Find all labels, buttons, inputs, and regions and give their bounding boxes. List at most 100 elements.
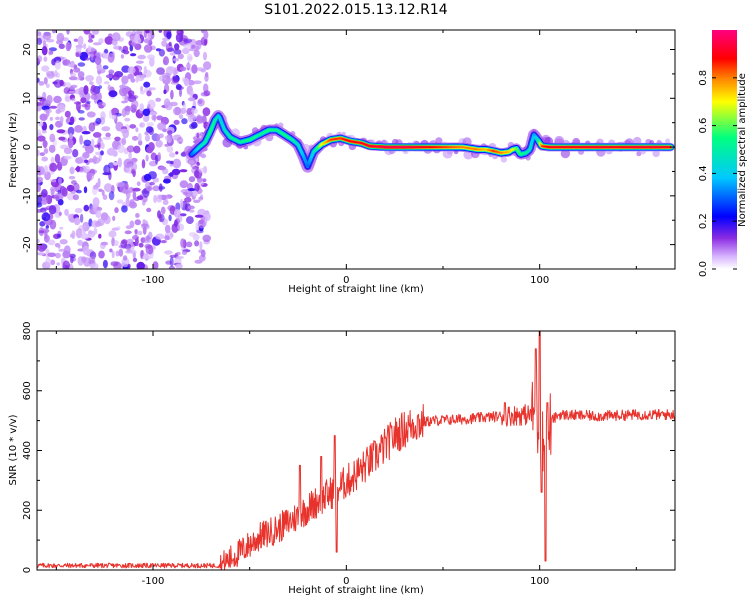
noise-blob [77,240,83,246]
noise-blob [140,86,143,91]
noise-blob [79,117,85,120]
noise-blob [69,91,77,94]
noise-blob [83,140,91,146]
noise-blob [158,152,161,161]
noise-blob [136,61,144,64]
noise-blob [90,86,99,95]
noise-blob [176,252,180,255]
noise-blob [177,215,182,223]
noise-blob [44,230,47,239]
noise-blob [194,240,199,246]
noise-blob [74,125,83,133]
noise-blob [130,53,136,56]
noise-blob [161,195,169,201]
noise-blob [142,200,146,206]
noise-blob [182,48,190,54]
noise-blob [180,67,187,72]
noise-blob [60,116,64,123]
noise-blob [88,54,94,57]
noise-blob [177,223,184,231]
noise-blob [89,122,96,131]
noise-blob [107,148,116,156]
colorbar-tick-label: 0.0 [698,261,709,277]
noise-blob [103,65,109,69]
noise-blob [60,80,64,86]
colorbar-tick-label: 0.2 [698,213,709,229]
noise-blob [151,87,156,90]
noise-blob [85,57,89,60]
noise-blob [143,82,150,88]
noise-blob [42,141,47,146]
noise-blob [189,232,197,237]
colorbar-tick-label: 0.6 [698,118,709,134]
noise-blob [74,39,78,42]
noise-blob [83,85,88,95]
noise-blob [104,49,108,54]
noise-blob [89,257,96,262]
noise-blob [104,183,112,192]
noise-blob [43,33,52,40]
noise-blob [203,52,207,61]
snr-plot-area [37,331,675,570]
noise-blob [159,183,163,191]
noise-blob [55,60,61,69]
noise-blob [170,90,174,100]
noise-blob [83,246,90,256]
noise-blob [91,35,94,39]
spectrogram-ylabel: Frequency (Hz) [8,112,19,188]
noise-blob [123,255,127,260]
noise-blob [55,253,61,259]
noise-blob [123,50,129,54]
noise-blob [89,81,94,85]
noise-blob [47,73,55,79]
noise-blob [198,220,206,229]
noise-blob [57,129,66,133]
noise-blob [71,98,75,102]
noise-blob [85,75,94,82]
noise-blob [196,115,204,124]
noise-blob [165,102,173,111]
noise-blob [64,148,72,155]
noise-blob [76,190,82,194]
noise-blob [183,192,188,195]
noise-blob [104,81,110,84]
noise-blob [70,256,74,264]
noise-blob [101,143,105,149]
noise-blob [124,95,128,103]
noise-blob [74,217,80,225]
noise-blob [169,152,175,157]
noise-blob [193,191,198,197]
noise-blob [46,84,50,88]
snr-xtick-label: -100 [142,576,165,587]
noise-blob [96,76,102,85]
noise-blob [117,144,125,153]
noise-blob [98,234,101,239]
noise-blob [173,135,182,141]
noise-blob [40,152,45,156]
noise-blob [81,256,86,263]
noise-blob [180,169,188,172]
noise-blob [69,76,78,80]
noise-blob [34,196,42,206]
colorbar-tick-label: 0.4 [698,165,709,181]
noise-blob [184,39,193,43]
noise-blob [153,195,157,203]
snr-frame [37,331,675,570]
snr-ytick-label: 0 [22,567,33,573]
noise-blob [121,138,126,146]
noise-blob [91,139,95,147]
noise-blob [129,201,137,208]
noise-blob [179,88,182,97]
noise-blob [49,145,56,153]
noise-blob [203,107,211,116]
noise-blob [166,161,172,164]
noise-blob [75,208,83,213]
noise-blob [186,216,194,224]
noise-blob [94,145,100,148]
noise-blob [130,221,135,229]
noise-blob [119,85,125,89]
noise-blob [70,85,77,88]
noise-blob [131,169,135,174]
noise-blob [118,46,122,51]
